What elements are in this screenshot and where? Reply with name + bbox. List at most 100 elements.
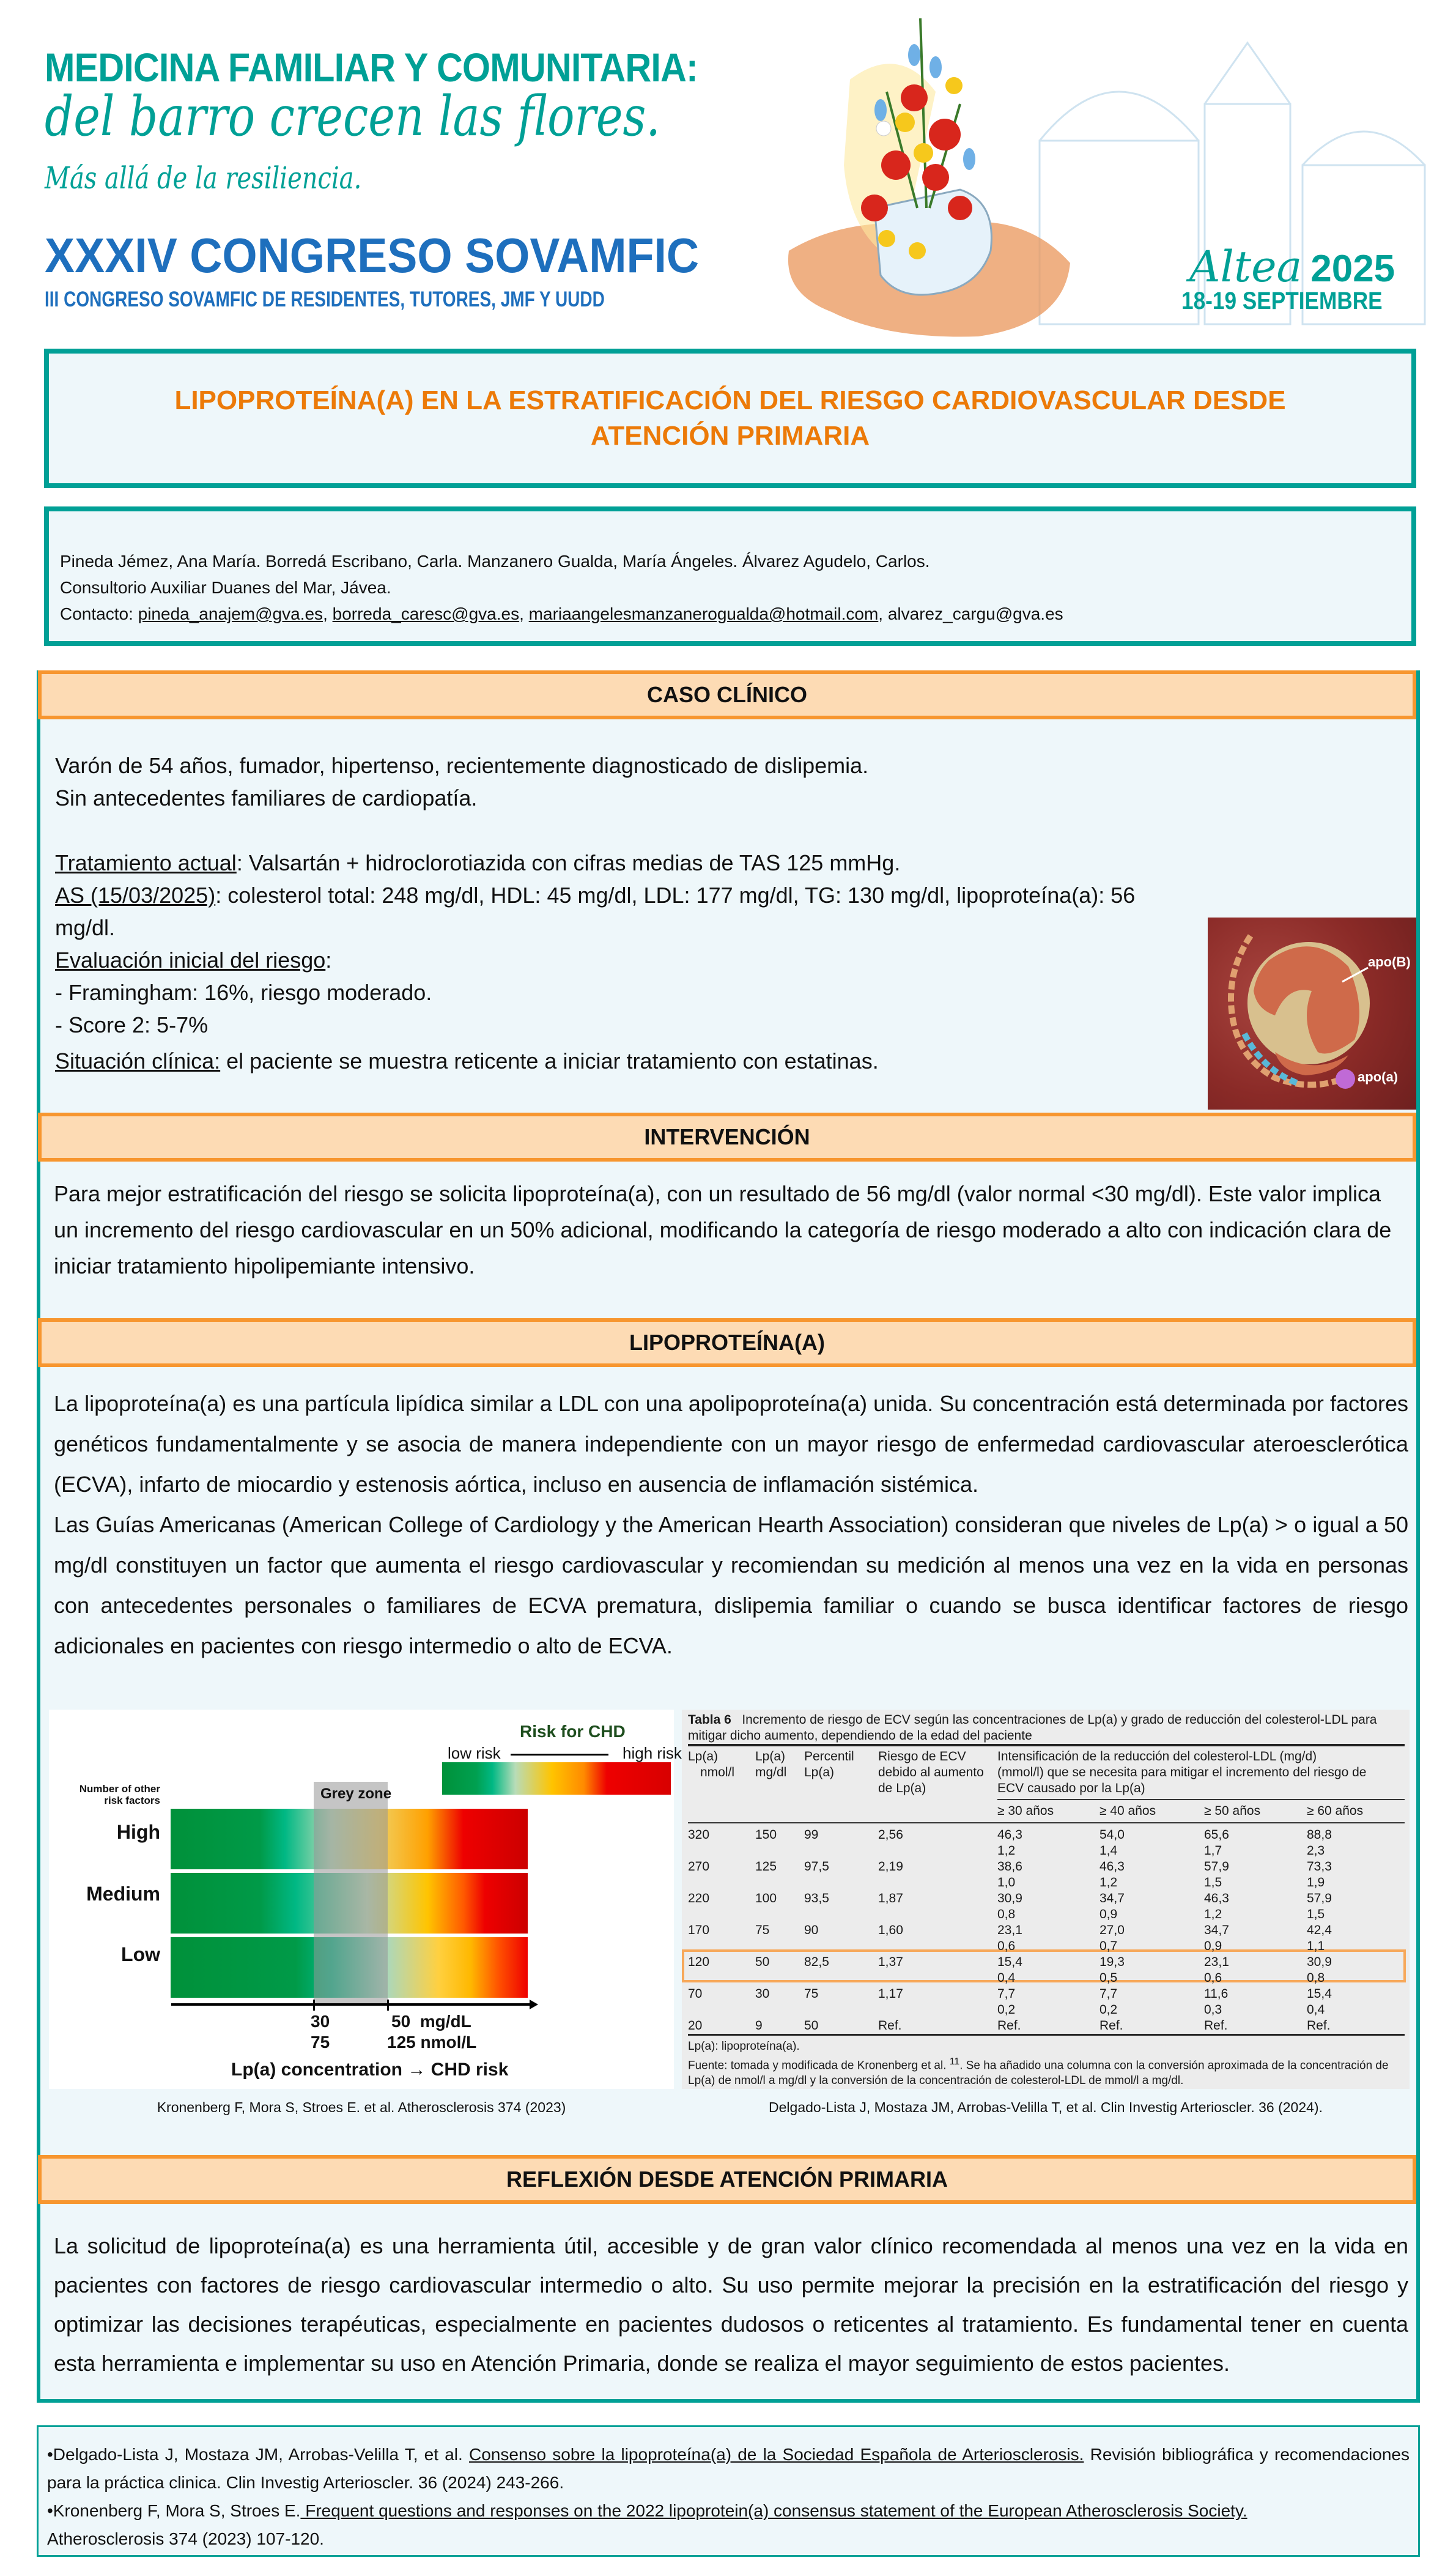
age-header: ≥ 40 años <box>1099 1804 1156 1818</box>
reference-authors: •Kronenberg F, Mora S, Stroes E. <box>47 2501 301 2520</box>
cell-lpa-mgdl: 100 <box>755 1891 777 1905</box>
section-header-lipoproteina: LIPOPROTEÍNA(A) <box>38 1318 1416 1367</box>
cell-empty <box>755 1938 804 1954</box>
score-line: - Score 2: 5-7% <box>55 1012 209 1037</box>
table-row-highlighted: 120 50 82,5 1,37 15,4 19,3 23,1 30,9 <box>688 1954 1405 1970</box>
caso-line: Sin antecedentes familiares de cardiopat… <box>55 785 478 810</box>
age-header: ≥ 50 años <box>1204 1804 1261 1818</box>
cell-riesgo: 1,37 <box>878 1955 903 1969</box>
tick-50 <box>387 2000 389 2011</box>
cell-ldl-mgdl: 11,6 <box>1204 1987 1229 2001</box>
table-row: 270 125 97,5 2,19 38,6 46,3 57,9 73,3 <box>688 1859 1405 1875</box>
table-row-mmol: 0,2 0,2 0,3 0,4 <box>688 2002 1405 2018</box>
reference-authors: •Delgado-Lista J, Mostaza JM, Arrobas-Ve… <box>47 2445 469 2464</box>
cell-riesgo: 2,19 <box>878 1860 903 1874</box>
email-link[interactable]: mariaangelesmanzanerogualda@hotmail.com <box>528 604 879 623</box>
cell-ldl-mmol: 0,7 <box>1099 1939 1118 1953</box>
row-label-low: Low <box>121 1943 160 1965</box>
legend-low-risk: low risk <box>448 1744 501 1762</box>
cell-riesgo: 2,56 <box>878 1828 903 1842</box>
section-header-intervencion: INTERVENCIÓN <box>38 1113 1416 1162</box>
table-rule-top <box>688 1744 1405 1746</box>
lipoprotein-particle-illustration <box>1228 934 1370 1089</box>
cell-empty <box>688 1938 755 1954</box>
cell-empty <box>878 1938 997 1954</box>
cell-empty <box>878 1970 997 1986</box>
cell-riesgo: 1,17 <box>878 1987 903 2001</box>
tick-label-50-mg: 50 mg/dL <box>391 2012 471 2031</box>
reference-title-link[interactable]: Consenso sobre la lipoproteína(a) de la … <box>469 2445 1084 2464</box>
cell-ldl-mgdl: 23,1 <box>997 1923 1022 1937</box>
cell-ldl-mgdl: Ref. <box>997 2019 1021 2033</box>
cell-empty <box>878 2002 997 2018</box>
cell-ldl-mmol: 1,1 <box>1307 1939 1325 1953</box>
cell-empty <box>755 1875 804 1891</box>
legend-high-risk: high risk <box>623 1744 682 1762</box>
cell-empty <box>755 1843 804 1859</box>
cell-riesgo: 1,60 <box>878 1923 903 1937</box>
cell-ldl-mgdl: 42,4 <box>1307 1923 1332 1937</box>
cell-ldl-mgdl: 57,9 <box>1307 1891 1332 1905</box>
header-text: nmol/l <box>700 1765 735 1779</box>
header-text: de Lp(a) <box>878 1781 926 1795</box>
cell-empty <box>755 1907 804 1923</box>
cell-empty <box>804 1843 878 1859</box>
cell-lpa-mgdl: 50 <box>755 1955 770 1969</box>
header-text: Riesgo de ECV <box>878 1749 966 1763</box>
reference-1: •Delgado-Lista J, Mostaza JM, Arrobas-Ve… <box>47 2441 1410 2497</box>
situacion-text: el paciente se muestra reticente a inici… <box>220 1048 879 1073</box>
cell-ldl-mgdl: 15,4 <box>1307 1987 1332 2001</box>
cell-lpa-mgdl: 150 <box>755 1828 777 1842</box>
header-text: Lp(a) <box>755 1749 786 1763</box>
cell-ldl-mmol: 0,9 <box>1099 1907 1118 1921</box>
event-year: 2025 <box>1310 248 1395 290</box>
table-rule-bottom <box>688 2034 1405 2036</box>
cell-empty <box>688 1970 755 1986</box>
table-row: 70 30 75 1,17 7,7 7,7 11,6 15,4 <box>688 1986 1405 2002</box>
cell-empty <box>804 1875 878 1891</box>
header-line-1: MEDICINA FAMILIAR Y COMUNITARIA: <box>45 45 698 90</box>
affiliation: Consultorio Auxiliar Duanes del Mar, Jáv… <box>60 578 391 597</box>
cell-lpa-mgdl: 30 <box>755 1987 770 2001</box>
congress-title: XXXIV CONGRESO SOVAMFIC <box>45 228 700 283</box>
tratamiento-line: Tratamiento actual: Valsartán + hidroclo… <box>55 847 1192 879</box>
reference-2: •Kronenberg F, Mora S, Stroes E. Frequen… <box>47 2497 1410 2553</box>
caso-clinico-text: Varón de 54 años, fumador, hipertenso, r… <box>55 749 1192 1077</box>
cell-ldl-mmol: 1,0 <box>997 1875 1016 1889</box>
cell-percentil: 75 <box>804 1987 819 2001</box>
cell-ldl-mgdl: 46,3 <box>997 1828 1022 1842</box>
cell-ldl-mgdl: 65,6 <box>1204 1828 1229 1842</box>
table-footnote-2: Fuente: tomada y modificada de Kronenber… <box>688 2054 1403 2088</box>
table-number: Tabla 6 <box>688 1713 731 1727</box>
title-line-2: ATENCIÓN PRIMARIA <box>590 421 870 451</box>
table-title-text: Incremento de riesgo de ECV según las co… <box>688 1713 1377 1743</box>
tratamiento-label: Tratamiento actual <box>55 850 237 875</box>
contact-line: Contacto: pineda_anajem@gva.es, borreda_… <box>60 604 1063 623</box>
reference-title-link[interactable]: Frequent questions and responses on the … <box>300 2501 1247 2520</box>
email-link[interactable]: borreda_caresc@gva.es <box>332 604 520 623</box>
lipoproteina-paragraph-1: La lipoproteína(a) es una partícula lipí… <box>54 1391 1408 1497</box>
cell-ldl-mmol: 2,3 <box>1307 1844 1325 1858</box>
header-text: Percentil <box>804 1749 854 1763</box>
footnote-text: Fuente: tomada y modificada de Kronenber… <box>688 2059 950 2072</box>
risk-table: Tabla 6 Incremento de riesgo de ECV segú… <box>682 1710 1410 2089</box>
email-link[interactable]: pineda_anajem@gva.es <box>138 604 323 623</box>
cell-empty <box>878 1875 997 1891</box>
cell-ldl-mmol: 0,6 <box>997 1939 1016 1953</box>
x-axis-arrowhead <box>530 2000 538 2009</box>
cell-ldl-mgdl: 19,3 <box>1099 1955 1125 1969</box>
highlighted-row-frame <box>682 1949 1406 1982</box>
flowers <box>861 18 975 259</box>
cell-ldl-mmol: 0,3 <box>1204 2003 1222 2017</box>
cell-ldl-mgdl: 34,7 <box>1099 1891 1125 1905</box>
cell-empty <box>804 1970 878 1986</box>
header-col-nmol: Lp(a) nmol/l <box>688 1749 734 1781</box>
lipoproteina-paragraph-2: Las Guías Americanas (American College o… <box>54 1512 1408 1658</box>
tratamiento-text: : Valsartán + hidroclorotiazida con cifr… <box>236 850 901 875</box>
header-text: Lp(a) <box>804 1765 835 1779</box>
header-text: Lp(a) <box>688 1749 719 1763</box>
cell-empty <box>688 1875 755 1891</box>
reference-source: Revisión bibliográfica y recomendaciones… <box>47 2445 1410 2492</box>
cell-ldl-mmol: 1,5 <box>1204 1875 1222 1889</box>
event-city: Altea <box>1189 242 1303 292</box>
